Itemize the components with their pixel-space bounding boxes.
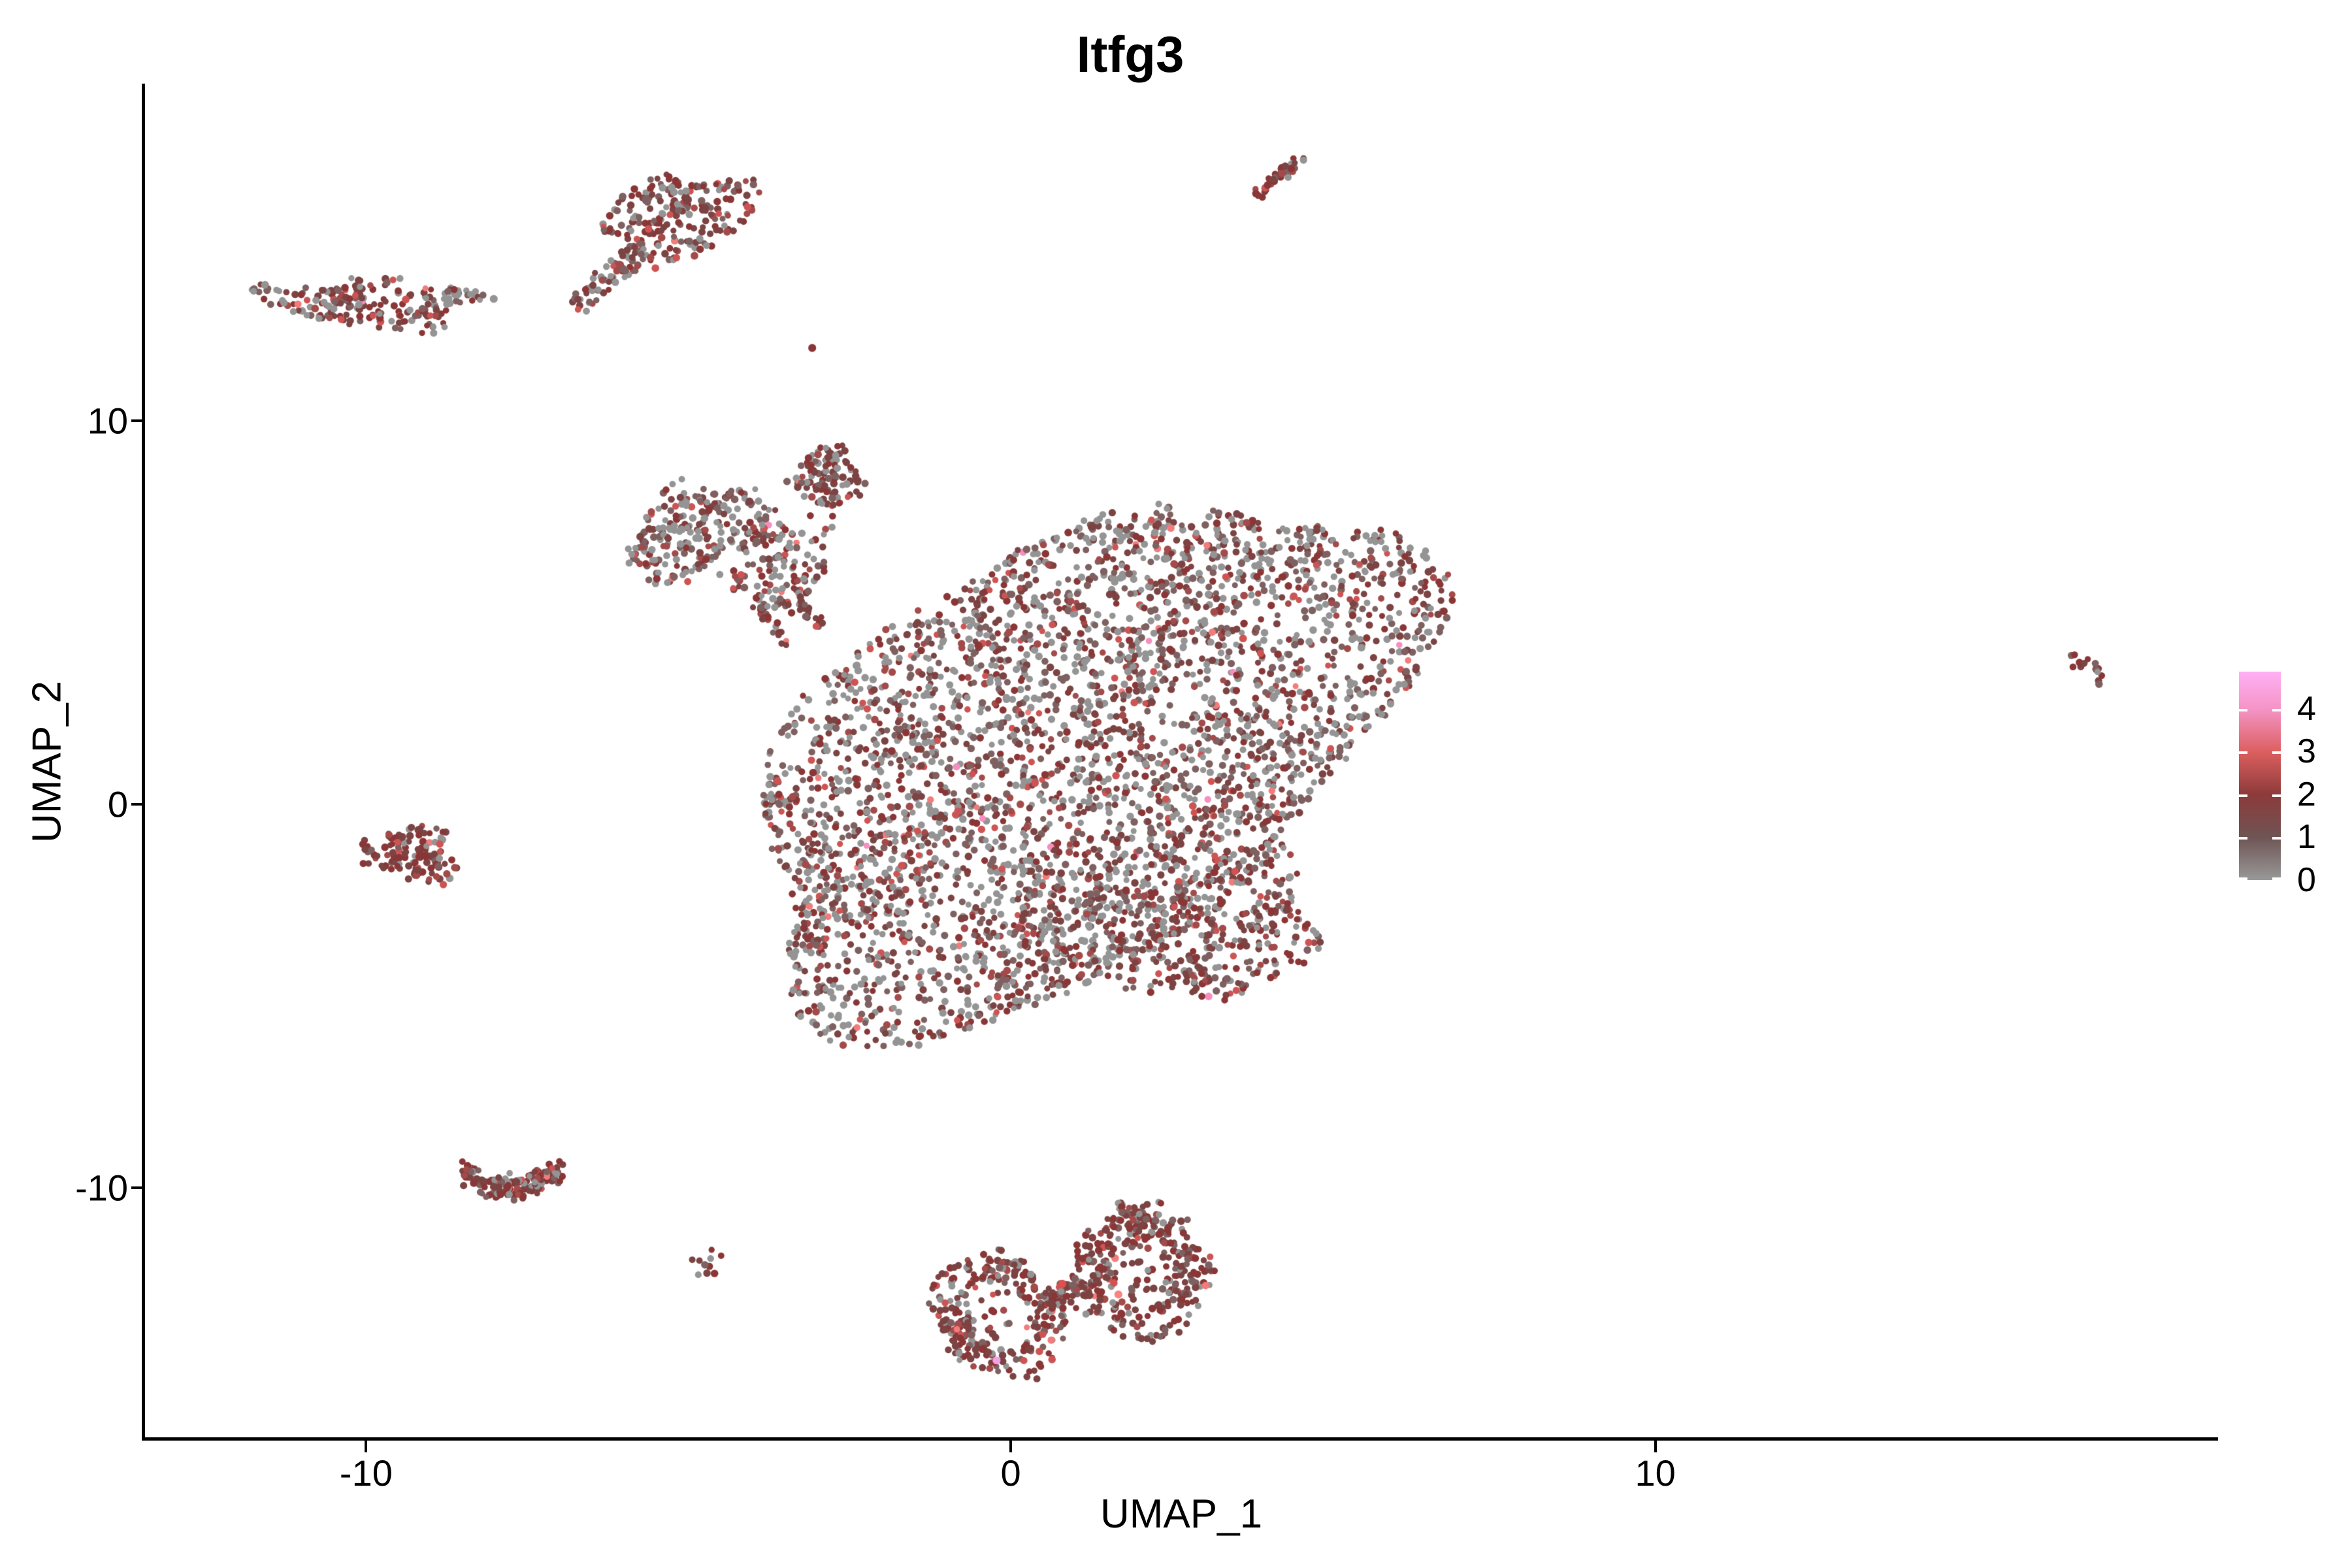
plot-title: Itfg3: [1076, 25, 1184, 83]
colorbar-tick-mark: [2239, 794, 2247, 797]
colorbar-tick-label: 0: [2297, 861, 2316, 899]
x-tick-mark: [365, 1441, 368, 1452]
colorbar-tick-mark: [2272, 708, 2281, 711]
colorbar-tick-label: 1: [2297, 818, 2316, 857]
colorbar-tick-mark: [2272, 751, 2281, 755]
expression-colorbar: [2239, 672, 2281, 880]
colorbar-tick-mark: [2239, 751, 2247, 755]
colorbar-tick-mark: [2239, 708, 2247, 711]
x-tick-label: 0: [1000, 1452, 1021, 1494]
x-tick-mark: [1009, 1441, 1013, 1452]
y-tick-mark: [131, 419, 143, 423]
y-axis-line: [142, 84, 145, 1441]
x-tick-mark: [1654, 1441, 1657, 1452]
colorbar-tick-mark: [2272, 794, 2281, 797]
colorbar-tick-mark: [2239, 837, 2247, 840]
y-tick-mark: [131, 1186, 143, 1190]
colorbar-tick-label: 2: [2297, 775, 2316, 813]
colorbar-tick-mark: [2239, 877, 2247, 880]
colorbar-tick-mark: [2272, 877, 2281, 880]
y-tick-label: 0: [107, 783, 128, 825]
colorbar-tick-label: 3: [2297, 732, 2316, 771]
y-tick-label: 10: [87, 400, 128, 442]
x-axis-title: UMAP_1: [1100, 1492, 1263, 1537]
x-tick-label: 10: [1635, 1452, 1676, 1494]
x-tick-label: -10: [339, 1452, 393, 1494]
colorbar-tick-mark: [2272, 837, 2281, 840]
y-tick-label: -10: [75, 1167, 128, 1209]
colorbar-tick-label: 4: [2297, 689, 2316, 728]
x-axis-line: [142, 1437, 2218, 1441]
y-tick-mark: [131, 803, 143, 806]
